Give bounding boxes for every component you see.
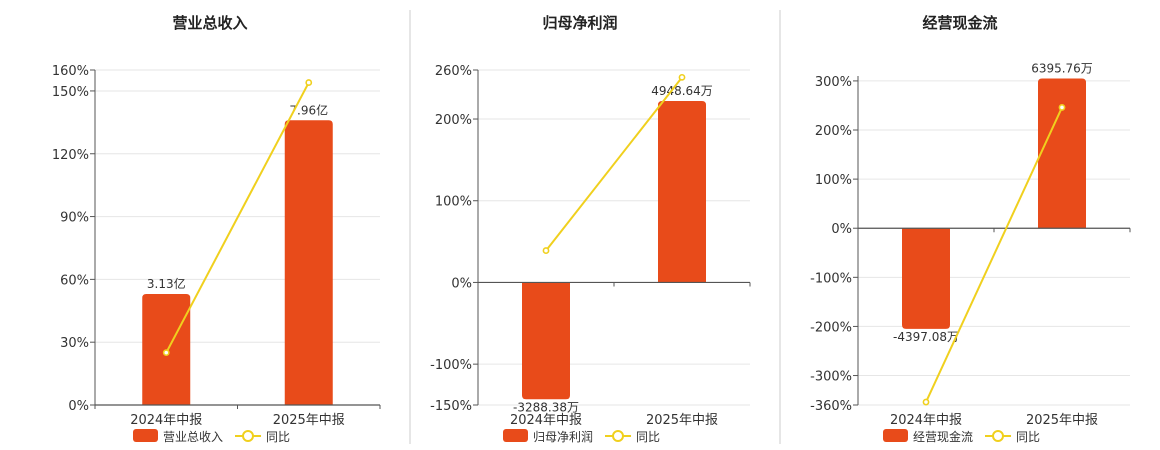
line-point <box>922 398 930 406</box>
x-category-label: 2024年中报 <box>130 413 202 428</box>
legend-label-bar: 经营现金流 <box>913 429 973 444</box>
legend-bar-swatch <box>133 429 158 442</box>
line-point <box>542 247 550 254</box>
y-tick-label: 300% <box>815 75 852 90</box>
x-category-label: 2024年中报 <box>510 413 582 428</box>
y-tick-label: 30% <box>60 336 89 351</box>
y-tick-label: 150% <box>52 85 89 100</box>
y-tick-label: -100% <box>810 271 852 286</box>
y-tick-label: 0% <box>831 222 852 237</box>
line-point <box>678 73 686 81</box>
x-category-label: 2025年中报 <box>1026 413 1098 428</box>
bar <box>284 120 333 405</box>
bar-data-label: 4948.64万 <box>651 84 713 98</box>
y-tick-label: 0% <box>451 276 472 291</box>
x-category-label: 2025年中报 <box>273 413 345 428</box>
chart-panel-2: 归母净利润 -150% -100% 0% 100% 200% 260% -3288.38万 49… <box>430 14 751 444</box>
legend-label-line: 同比 <box>636 430 660 444</box>
series-line-yoy <box>545 76 683 252</box>
legend-label-line: 同比 <box>1016 430 1040 444</box>
line-point <box>305 79 313 86</box>
bar-data-label: -3288.38万 <box>513 400 579 414</box>
chart-title: 经营现金流 <box>922 14 997 32</box>
line-point <box>162 349 170 357</box>
y-tick-label: 200% <box>815 124 852 139</box>
y-tick-label: -100% <box>430 358 472 373</box>
legend-line-marker <box>612 430 624 442</box>
y-tick-label: 200% <box>435 113 472 128</box>
legend-label-bar: 归母净利润 <box>533 430 593 444</box>
bar <box>522 282 570 400</box>
chart-title: 归母净利润 <box>542 14 617 32</box>
line-point <box>1058 104 1066 111</box>
series-line-yoy <box>165 82 310 354</box>
series-line-yoy <box>925 107 1063 403</box>
y-tick-label: 260% <box>435 64 472 79</box>
y-tick-label: 0% <box>68 399 89 414</box>
y-tick-label: 60% <box>60 273 89 288</box>
bar-data-label: 6395.76万 <box>1031 61 1093 75</box>
y-tick-label: 100% <box>435 195 472 210</box>
bar <box>658 101 706 283</box>
x-category-label: 2024年中报 <box>890 413 962 428</box>
bar <box>902 228 950 329</box>
legend-label-bar: 营业总收入 <box>163 430 223 444</box>
y-tick-label: 120% <box>52 148 89 163</box>
legend: 营业总收入 同比 <box>133 429 290 444</box>
y-tick-label: 100% <box>815 173 852 188</box>
legend-line-marker <box>992 430 1004 442</box>
y-tick-label: -360% <box>810 399 852 414</box>
legend-bar-swatch <box>503 429 528 442</box>
chart-title: 营业总收入 <box>172 14 247 32</box>
y-tick-label: -300% <box>810 370 852 385</box>
bar <box>1038 78 1086 229</box>
y-tick-label: 160% <box>52 64 89 79</box>
chart-panel-3: 经营现金流 -360% -300% -200% -100% 0% 100% 200% 300% -… <box>810 14 1131 444</box>
bar-data-label: 7.96亿 <box>289 102 328 117</box>
legend-line-marker <box>242 430 254 442</box>
legend-bar-swatch <box>883 429 908 442</box>
x-category-label: 2025年中报 <box>646 413 718 428</box>
bar-data-label: -4397.08万 <box>893 330 959 344</box>
legend: 经营现金流 同比 <box>883 429 1040 444</box>
legend: 归母净利润 同比 <box>503 429 660 444</box>
y-tick-label: 90% <box>60 211 89 226</box>
chart-panel-1: 营业总收入 0% 30% 60% 90% 120% 150% 160% 3.13亿 7.96亿 20… <box>52 14 381 444</box>
y-tick-label: -150% <box>430 399 472 414</box>
bar-data-label: 3.13亿 <box>147 276 186 291</box>
y-tick-label: -200% <box>810 320 852 335</box>
legend-label-line: 同比 <box>266 430 290 444</box>
